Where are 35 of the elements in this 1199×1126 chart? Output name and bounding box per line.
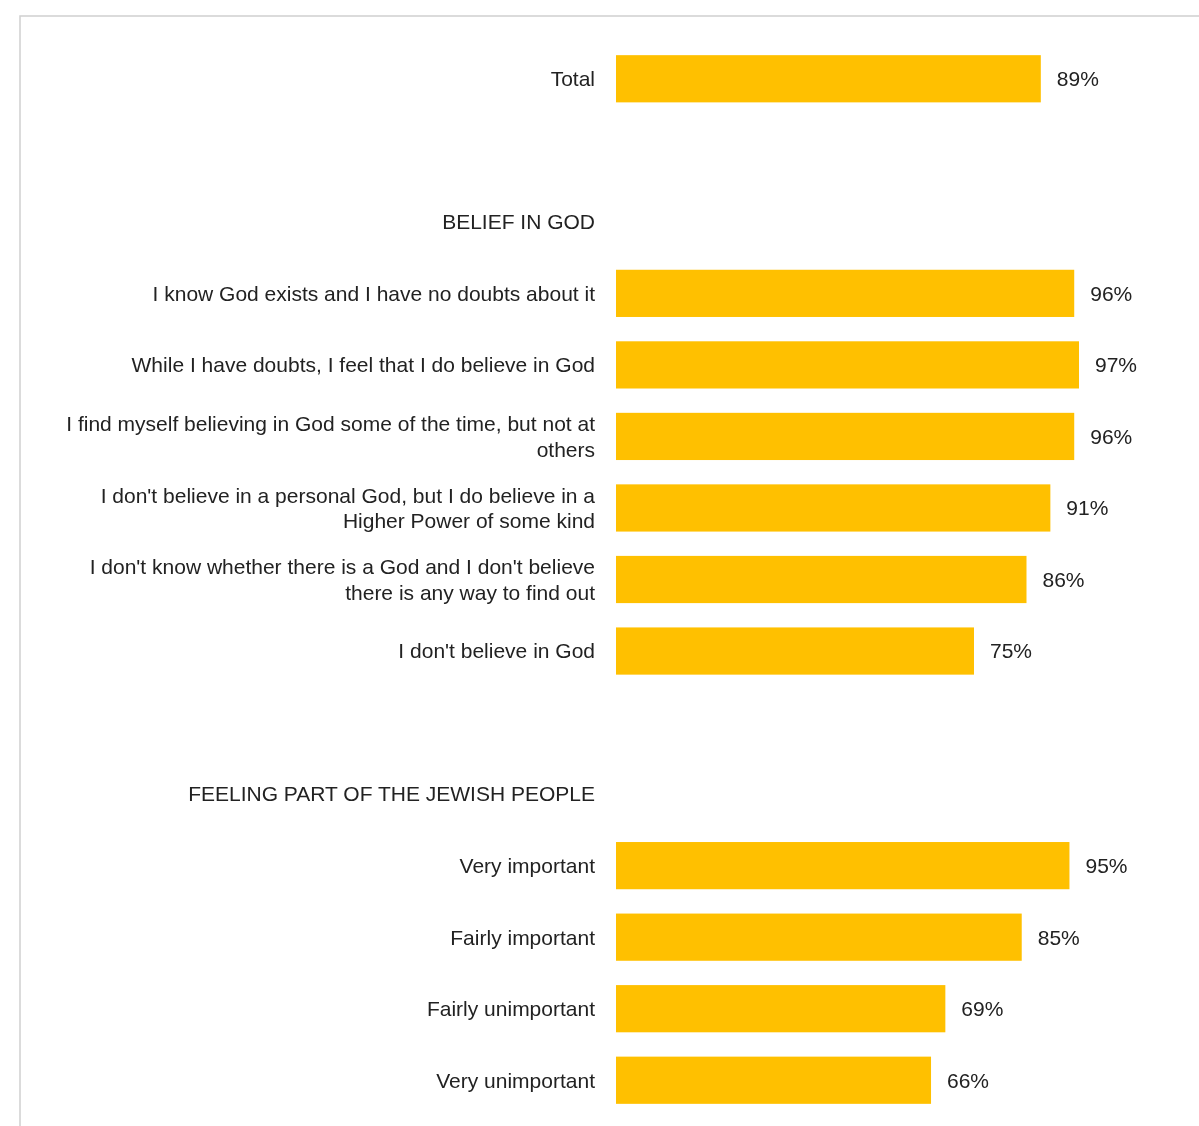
y-tick-label: BELIEF IN GOD [442,210,595,234]
data-label: 75% [989,639,1033,663]
data-label: 66% [947,1068,990,1092]
y-tick-label: I don't believe in a personal God, but I do believe in a Higher Power of some kind [100,483,596,533]
bar [616,627,974,675]
bar [616,913,1022,961]
y-tick-label: Very unimportant [436,1068,596,1092]
bar [616,341,1079,389]
y-tick-label: I know God exists and I have no doubts about it [152,281,596,305]
bar [616,985,946,1033]
y-tick-label: I don't know whether there is a God and I don't believe there is any way to find out [89,555,596,604]
y-tick-label: FEELING PART OF THE JEWISH PEOPLE [188,782,595,806]
data-label: 97% [1095,353,1138,377]
data-label: 91% [1066,496,1109,520]
data-label: 69% [961,997,1004,1021]
data-label: 96% [1090,424,1133,448]
y-tick-label: Fairly important [450,925,596,949]
y-tick-label: Very important [459,853,596,877]
data-label: 96% [1090,281,1133,305]
bar [616,55,1041,103]
y-tick-label: Total [550,67,595,91]
data-label: 86% [1042,567,1085,591]
bar [616,555,1027,604]
y-tick-label: While I have doubts, I feel that I do believe in God [131,353,595,377]
y-tick-label: Fairly unimportant [426,997,596,1021]
data-label: 95% [1085,853,1128,877]
bar [616,842,1070,890]
bar [616,412,1075,461]
data-label: 85% [1037,925,1080,949]
bar [616,1056,932,1104]
bar [616,484,1051,532]
y-tick-label: I don't believe in God [398,639,595,663]
bar [616,269,1075,317]
data-label: 89% [1056,67,1099,91]
y-tick-label: I find myself believing in God some of the time, but not at others [66,411,596,461]
